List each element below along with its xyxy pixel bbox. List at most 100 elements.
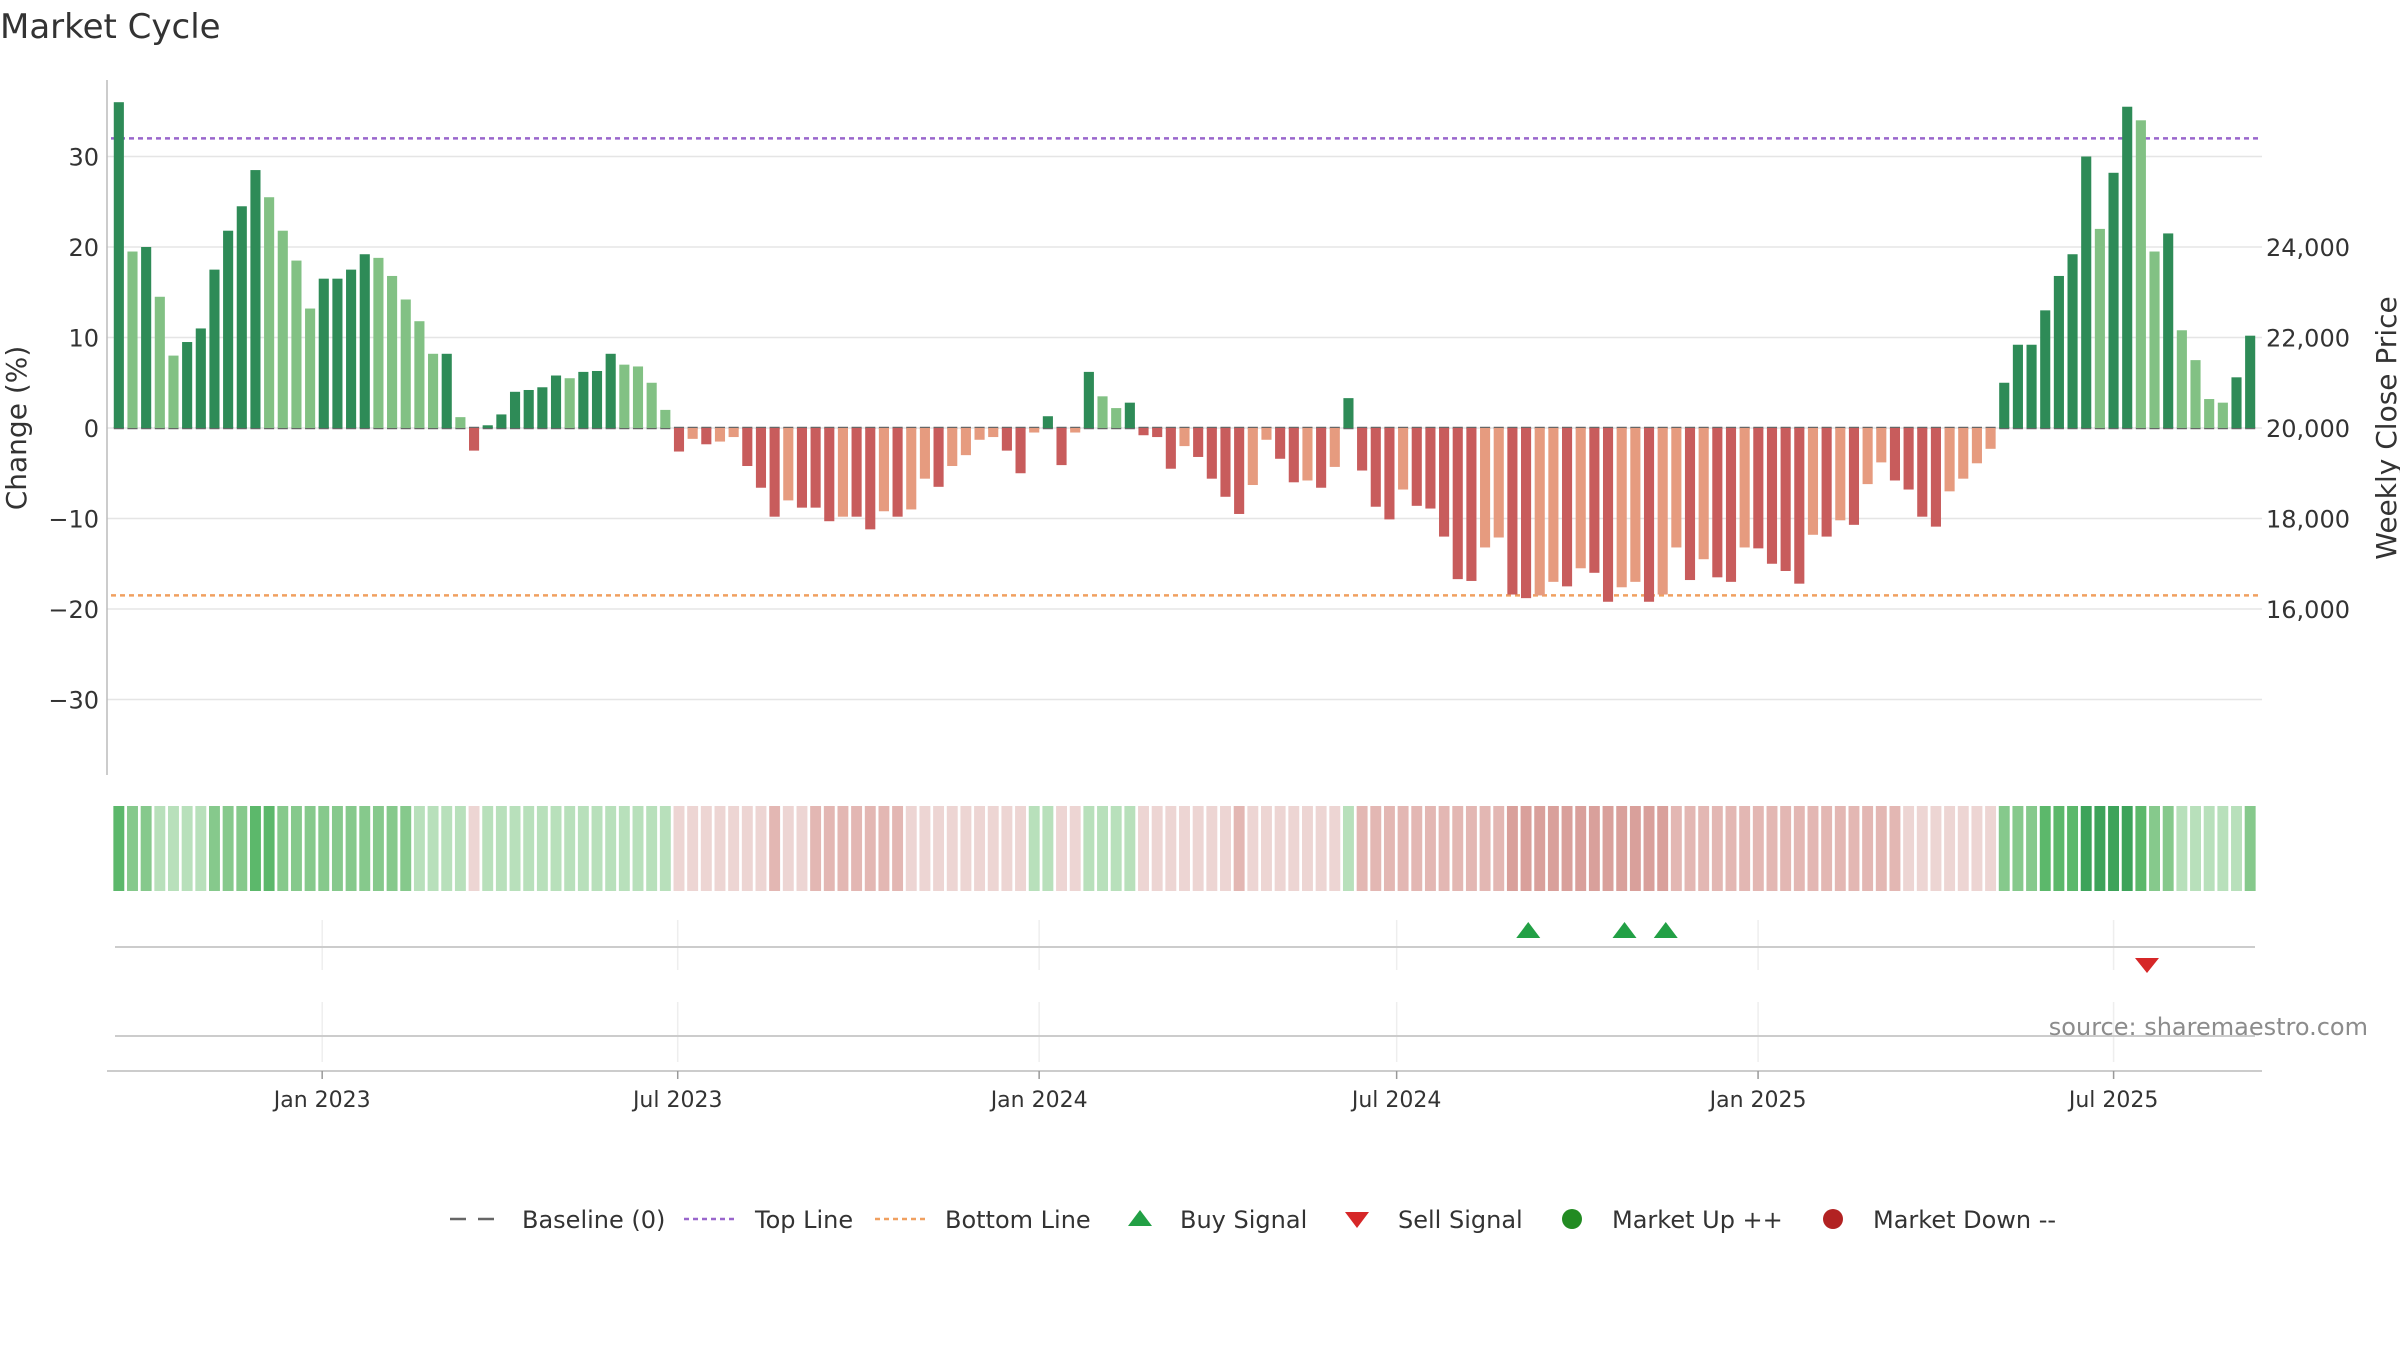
market-state-cell <box>1602 806 1614 891</box>
market-state-cell <box>1424 806 1436 891</box>
legend-market-up-swatch <box>1562 1209 1582 1229</box>
change-bar <box>1944 428 1955 492</box>
change-bar <box>2190 360 2201 428</box>
legend-label: Baseline (0) <box>522 1206 665 1234</box>
market-state-cell <box>987 806 999 891</box>
market-dots-panel <box>115 1002 2255 1062</box>
market-state-cell <box>1124 806 1136 891</box>
change-bar <box>1807 428 1819 535</box>
change-bar <box>154 296 165 428</box>
market-state-cell <box>700 806 712 891</box>
change-bar <box>1534 428 1545 596</box>
change-bar <box>1220 428 1231 497</box>
market-state-cell <box>1015 806 1027 891</box>
market-state-cell <box>1069 806 1081 891</box>
market-state-cell <box>236 806 248 891</box>
market-state-cell <box>1698 806 1710 891</box>
change-bar <box>947 428 958 467</box>
change-bar <box>1275 428 1286 459</box>
change-bar <box>1247 428 1258 486</box>
change-bar <box>2245 335 2256 428</box>
market-state-cell <box>413 806 425 891</box>
change-bar <box>1671 428 1682 548</box>
change-bar <box>1288 428 1299 483</box>
change-bar <box>1561 428 1573 587</box>
market-state-cell <box>1903 806 1915 891</box>
change-bar <box>2012 344 2023 428</box>
y-tick-label: 30 <box>68 144 99 172</box>
change-bar <box>1602 428 1614 602</box>
change-bar <box>1261 428 1272 440</box>
change-bar <box>1589 428 1600 573</box>
change-bar <box>632 366 644 428</box>
market-state-cell <box>1438 806 1450 891</box>
y2-axis-label: Weekly Close Price <box>2370 296 2400 559</box>
x-tick-label: Jul 2023 <box>631 1088 723 1113</box>
market-state-cell <box>1561 806 1573 891</box>
market-state-cell <box>1588 806 1600 891</box>
market-state-cell <box>290 806 302 891</box>
market-state-cell <box>482 806 494 891</box>
change-bar <box>373 257 384 428</box>
market-state-cell <box>1752 806 1764 891</box>
change-bar <box>332 278 343 428</box>
market-state-cell <box>864 806 876 891</box>
market-state-cell <box>782 806 794 891</box>
change-bar <box>591 370 603 428</box>
market-state-cell <box>2053 806 2065 891</box>
market-state-cell <box>468 806 480 891</box>
change-bar <box>1630 428 1641 582</box>
market-state-cell <box>1397 806 1409 891</box>
market-state-cell <box>304 806 316 891</box>
change-bar <box>728 428 739 438</box>
x-tick-label: Jul 2025 <box>2067 1088 2159 1113</box>
change-bar <box>2053 275 2064 428</box>
market-state-cell <box>168 806 179 891</box>
change-bar <box>1138 428 1149 436</box>
change-bar <box>1056 428 1067 466</box>
market-state-cell <box>154 806 166 891</box>
change-bar <box>400 299 411 428</box>
chart-title: Market Cycle <box>0 7 221 47</box>
change-bar <box>509 391 521 428</box>
change-bar <box>1794 428 1805 584</box>
legend-label: Bottom Line <box>945 1206 1091 1234</box>
market-state-cell <box>523 806 535 891</box>
change-bar <box>277 230 288 428</box>
market-state-cell <box>714 806 726 891</box>
market-state-cell <box>728 806 740 891</box>
market-state-cell <box>1083 806 1095 891</box>
market-state-cell <box>1261 806 1272 891</box>
market-state-cell <box>113 806 125 891</box>
x-tick-label: Jul 2024 <box>1350 1088 1442 1113</box>
change-bar <box>742 428 753 467</box>
market-state-cell <box>1411 806 1423 891</box>
market-state-cell <box>1547 806 1559 891</box>
y2-tick-label: 18,000 <box>2266 506 2350 534</box>
change-bar <box>769 428 780 517</box>
market-state-cell <box>427 806 439 891</box>
change-bar <box>1971 428 1982 464</box>
change-bar <box>1370 428 1381 507</box>
market-state-cell <box>386 806 398 891</box>
market-state-cell <box>1985 806 1997 891</box>
change-bar <box>250 170 261 428</box>
market-state-cell <box>2067 806 2079 891</box>
market-state-cell <box>2012 806 2024 891</box>
change-bar <box>1903 428 1914 490</box>
market-state-cell <box>577 806 589 891</box>
change-bar <box>1958 428 1969 479</box>
market-state-cell <box>687 806 699 891</box>
market-state-cell <box>1834 806 1846 891</box>
change-bar <box>236 206 247 428</box>
change-bar <box>127 251 138 428</box>
change-bar <box>1439 428 1450 537</box>
market-state-cell <box>1971 806 1983 891</box>
legend-label: Market Down -- <box>1873 1206 2056 1234</box>
change-bar <box>578 371 589 428</box>
market-state-cell <box>1889 806 1901 891</box>
change-bar <box>1493 428 1504 538</box>
market-state-cell <box>1288 806 1300 891</box>
change-bar <box>1480 428 1491 548</box>
